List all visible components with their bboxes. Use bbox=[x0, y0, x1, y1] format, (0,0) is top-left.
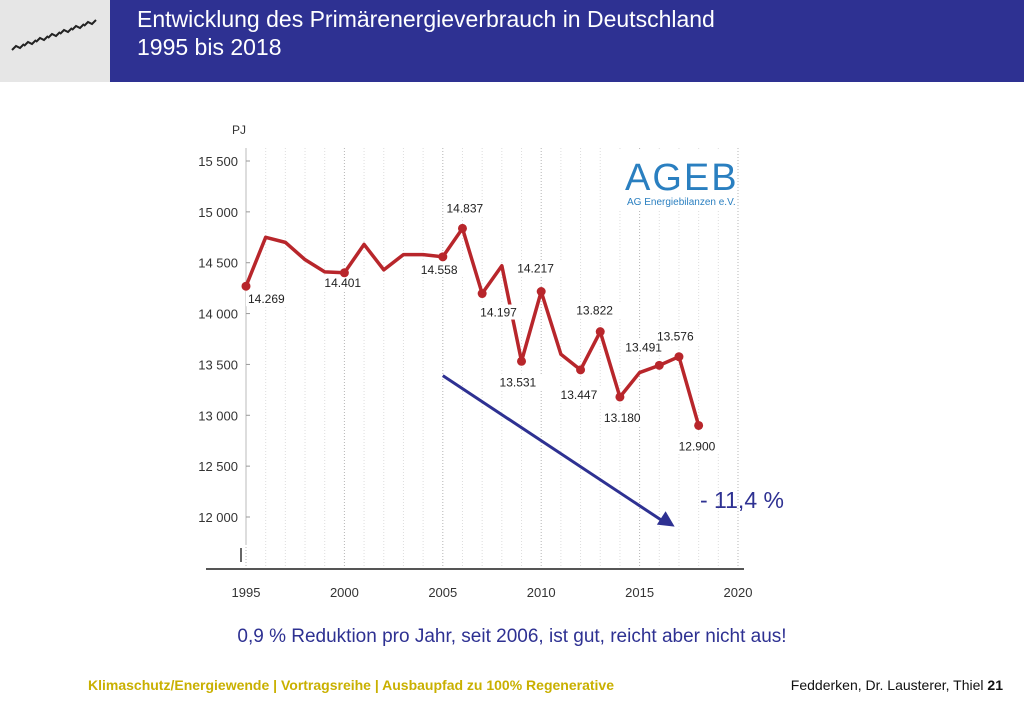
data-point bbox=[517, 356, 527, 366]
data-label: 13.822 bbox=[576, 304, 613, 318]
y-tick-label: 13 000 bbox=[198, 408, 238, 423]
data-label: 14.401 bbox=[324, 276, 361, 290]
data-label: 12.900 bbox=[679, 439, 716, 453]
x-tick-label: 2020 bbox=[724, 585, 753, 600]
data-label-bg bbox=[515, 260, 563, 276]
y-tick-label: 13 500 bbox=[198, 357, 238, 372]
reduction-annotation: - 11,4 % bbox=[700, 487, 784, 513]
source-logo-main: AGEB bbox=[625, 157, 739, 199]
data-label: 14.217 bbox=[517, 261, 554, 275]
data-point bbox=[339, 268, 349, 278]
data-label: 13.180 bbox=[604, 411, 641, 425]
data-label: 14.558 bbox=[421, 263, 458, 277]
footer-series-title: Klimaschutz/Energiewende | Vortragsreihe… bbox=[88, 677, 614, 693]
trend-arrow-line bbox=[441, 374, 662, 521]
x-tick-label: 2015 bbox=[625, 585, 654, 600]
data-label-bg bbox=[654, 328, 703, 344]
data-label: 13.531 bbox=[500, 375, 537, 389]
page-title: Entwicklung des Primärenergieverbrauch i… bbox=[137, 5, 715, 61]
data-label-bg bbox=[246, 291, 294, 307]
page-number: 21 bbox=[987, 677, 1003, 693]
y-tick-label: 15 000 bbox=[198, 205, 238, 220]
y-unit-label: PJ bbox=[232, 123, 246, 137]
y-tick-label: 12 500 bbox=[198, 459, 238, 474]
data-point bbox=[615, 392, 625, 402]
decorative-logo-icon bbox=[11, 19, 97, 51]
data-label-bg bbox=[676, 438, 724, 454]
data-label-bg bbox=[558, 386, 606, 402]
data-point bbox=[694, 420, 704, 430]
data-point bbox=[595, 327, 605, 337]
data-point bbox=[457, 223, 467, 233]
data-label-bg bbox=[497, 374, 545, 390]
x-tick-label: 2010 bbox=[527, 585, 556, 600]
data-label: 14.197 bbox=[480, 306, 517, 320]
data-point bbox=[654, 360, 664, 370]
data-label: 13.576 bbox=[657, 330, 694, 344]
trend-arrow-head bbox=[656, 511, 675, 527]
data-point bbox=[477, 289, 487, 299]
data-label-bg bbox=[478, 304, 526, 320]
source-logo-sub: AG Energiebilanzen e.V. bbox=[627, 197, 736, 208]
source-logo-bg bbox=[606, 150, 736, 210]
title-line-1: Entwicklung des Primärenergieverbrauch i… bbox=[137, 6, 715, 32]
x-tick-label: 2005 bbox=[428, 585, 457, 600]
y-tick-label: 14 000 bbox=[198, 307, 238, 322]
data-point bbox=[674, 352, 684, 362]
x-tick-label: 2000 bbox=[330, 585, 359, 600]
data-point bbox=[438, 252, 448, 262]
y-tick-label: 15 500 bbox=[198, 154, 238, 169]
data-point bbox=[536, 286, 546, 296]
data-label: 13.491 bbox=[625, 340, 662, 354]
data-label-bg bbox=[601, 409, 650, 425]
title-line-2: 1995 bis 2018 bbox=[137, 34, 282, 60]
footer-authors: Fedderken, Dr. Lausterer, Thiel 21 bbox=[791, 677, 1003, 693]
footer-author-names: Fedderken, Dr. Lausterer, Thiel bbox=[790, 677, 984, 693]
data-label: 14.269 bbox=[248, 292, 285, 306]
data-label-bg bbox=[574, 302, 622, 318]
header-bar: Entwicklung des Primärenergieverbrauch i… bbox=[110, 0, 1024, 82]
data-label: 14.837 bbox=[446, 201, 483, 215]
y-tick-label: 14 500 bbox=[198, 256, 238, 271]
data-point bbox=[576, 365, 586, 375]
y-tick-label: 12 000 bbox=[198, 510, 238, 525]
x-tick-label: 1995 bbox=[232, 585, 261, 600]
data-label-bg bbox=[322, 274, 370, 290]
caption: 0,9 % Reduktion pro Jahr, seit 2006, ist… bbox=[237, 626, 787, 647]
data-label: 13.447 bbox=[561, 388, 598, 402]
logo bbox=[0, 0, 110, 82]
series-line bbox=[244, 226, 701, 426]
data-point bbox=[241, 281, 251, 291]
data-label-bg bbox=[418, 261, 466, 277]
data-label-bg bbox=[444, 200, 492, 216]
